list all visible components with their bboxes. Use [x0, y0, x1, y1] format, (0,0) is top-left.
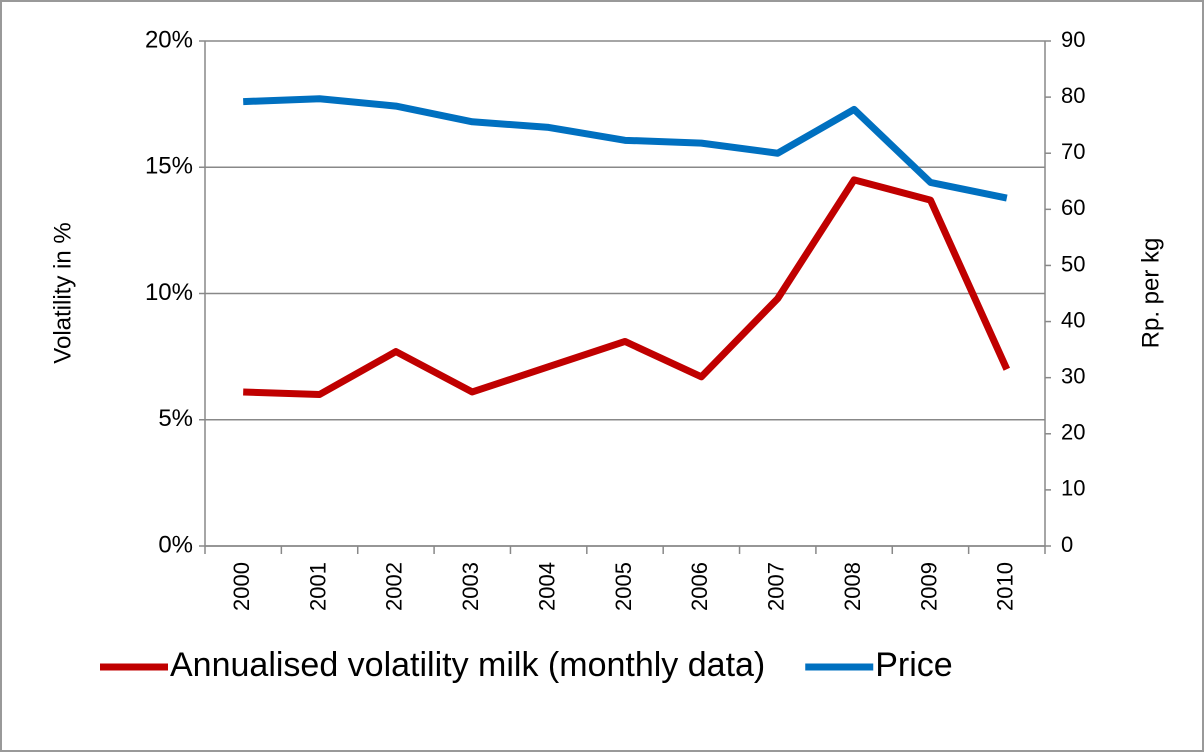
y2-axis-title: Rp. per kg: [1137, 238, 1164, 349]
y2-tick-label: 20: [1061, 420, 1085, 445]
y2-tick-label: 60: [1061, 195, 1085, 220]
y2-tick-label: 80: [1061, 83, 1085, 108]
x-tick-label: 2006: [687, 562, 712, 611]
y-tick-label: 0%: [158, 531, 193, 558]
y-tick-label: 10%: [145, 279, 193, 306]
x-tick-label: 2003: [458, 562, 483, 611]
line-series: [243, 176, 1011, 398]
line-series: [243, 95, 1008, 202]
y2-tick-label: 50: [1061, 251, 1085, 276]
y2-tick-label: 40: [1061, 307, 1085, 332]
x-tick-label: 2002: [382, 562, 407, 611]
y2-tick-label: 0: [1061, 532, 1073, 557]
y-tick-label: 5%: [158, 405, 193, 432]
x-tick-label: 2005: [611, 562, 636, 611]
y-axis-title: Volatility in %: [49, 222, 76, 363]
y2-tick-label: 10: [1061, 476, 1085, 501]
y2-tick-label: 30: [1061, 363, 1085, 388]
x-tick-label: 2009: [916, 562, 941, 611]
x-tick-label: 2007: [764, 562, 789, 611]
y2-tick-label: 90: [1061, 27, 1085, 52]
y2-tick-label: 70: [1061, 139, 1085, 164]
legend-label: Annualised volatility milk (monthly data…: [170, 646, 765, 684]
y-tick-label: 20%: [145, 26, 193, 53]
x-tick-label: 2004: [534, 562, 559, 611]
x-tick-label: 2010: [993, 562, 1018, 611]
y-tick-label: 15%: [145, 153, 193, 180]
x-tick-label: 2008: [840, 562, 865, 611]
x-tick-label: 2001: [305, 562, 330, 611]
legend-label: Price: [875, 646, 952, 684]
x-tick-label: 2000: [229, 562, 254, 611]
